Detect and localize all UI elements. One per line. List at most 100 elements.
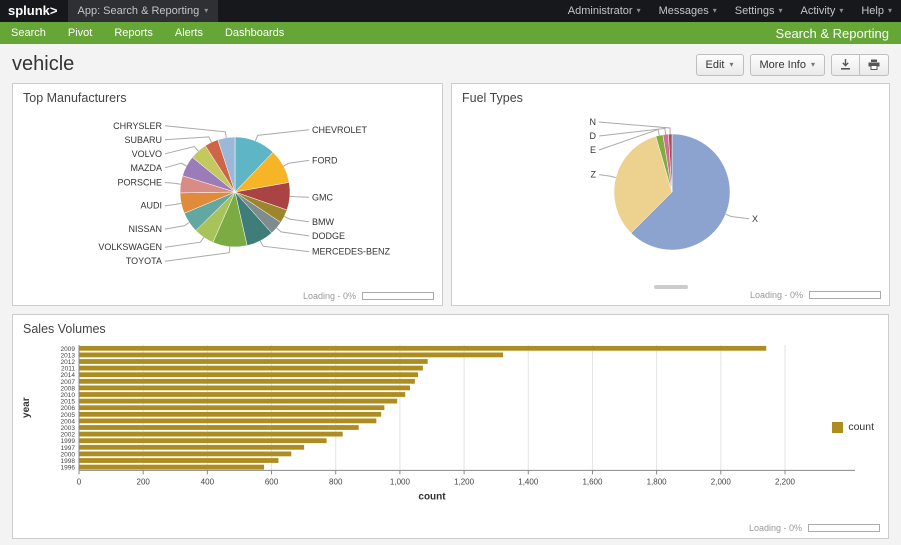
svg-text:GMC: GMC [312,192,333,202]
menu-help[interactable]: Help ▾ [852,0,901,22]
svg-text:2005: 2005 [61,412,76,419]
menu-administrator-label: Administrator [567,5,633,17]
dashboard-body: Top Manufacturers CHRYSLER SUBARU VOLVO MAZ… [0,83,901,545]
svg-text:2007: 2007 [61,379,76,386]
svg-text:year: year [21,397,32,418]
svg-text:E: E [590,145,596,155]
svg-text:FORD: FORD [312,155,338,165]
print-button[interactable] [859,53,889,76]
page-title: vehicle [12,53,75,75]
svg-text:N: N [590,117,597,127]
svg-text:2015: 2015 [61,399,76,406]
svg-text:2002: 2002 [61,432,76,439]
svg-text:VOLKSWAGEN: VOLKSWAGEN [98,242,162,252]
nav-dashboards[interactable]: Dashboards [224,27,285,39]
sales-volumes-bar-chart[interactable]: 0 200 400 600 800 1,000 1,200 1,400 1,600 1,800 2,… [13,337,888,523]
svg-text:2004: 2004 [61,418,76,425]
panel-top-manufacturers: Top Manufacturers CHRYSLER SUBARU VOLVO MAZ… [12,83,443,306]
export-button[interactable] [831,53,860,76]
svg-text:2,000: 2,000 [711,477,732,486]
menu-settings-label: Settings [734,5,775,17]
svg-text:DODGE: DODGE [312,231,345,241]
svg-text:2011: 2011 [61,366,75,373]
svg-text:Z: Z [591,170,597,180]
panel-title: Sales Volumes [23,322,106,336]
svg-text:2008: 2008 [61,385,76,392]
caret-down-icon: ▾ [778,6,783,15]
caret-down-icon: ▾ [729,59,734,69]
printer-icon [868,59,880,70]
more-info-button[interactable]: More Info ▾ [749,53,825,76]
svg-text:2014: 2014 [61,372,76,379]
app-nav-bar: Search Pivot Reports Alerts Dashboards S… [0,22,901,44]
loading-text: Loading - 0% [748,523,802,533]
scrollbar-thumb[interactable] [653,285,688,289]
topbar-menus: Administrator ▾ Messages ▾ Settings ▾ Ac… [559,0,901,22]
panel-sales-volumes: Sales Volumes 0 200 400 600 800 1,000 1,200 1,4… [12,314,889,539]
nav-pivot[interactable]: Pivot [67,27,93,39]
svg-text:CHEVROLET: CHEVROLET [312,125,368,135]
loading-progress-bar [362,292,434,300]
more-info-button-label: More Info [759,58,806,71]
edit-button[interactable]: Edit ▾ [695,53,744,76]
panel-row-1: Top Manufacturers CHRYSLER SUBARU VOLVO MAZ… [12,83,890,306]
panel-title: Top Manufacturers [23,91,127,105]
app-menu[interactable]: App: Search & Reporting ▾ [67,0,219,22]
menu-help-label: Help [861,5,884,17]
svg-text:400: 400 [201,477,215,486]
svg-text:2009: 2009 [61,346,76,353]
svg-text:PORSCHE: PORSCHE [117,177,162,187]
svg-text:X: X [752,214,758,224]
menu-messages[interactable]: Messages ▾ [650,0,726,22]
nav-alerts[interactable]: Alerts [174,27,203,39]
menu-settings[interactable]: Settings ▾ [726,0,792,22]
svg-text:2012: 2012 [61,359,76,366]
svg-text:1997: 1997 [61,445,76,452]
horizontal-scrollbar[interactable] [455,285,886,290]
nav-search[interactable]: Search [11,27,46,39]
svg-text:0: 0 [77,477,82,486]
caret-down-icon: ▾ [204,6,209,15]
caret-down-icon: ▾ [887,6,892,15]
menu-administrator[interactable]: Administrator ▾ [559,0,650,22]
loading-progress-bar [809,291,881,299]
app-title: Search & Reporting [775,25,889,41]
svg-text:2,200: 2,200 [775,477,796,486]
caret-down-icon: ▾ [839,6,844,15]
dashboard-actions: Edit ▾ More Info ▾ [695,53,889,76]
svg-text:TOYOTA: TOYOTA [126,256,162,266]
menu-activity[interactable]: Activity ▾ [792,0,853,22]
panel-footer: Loading - 0% [13,523,888,538]
edit-button-label: Edit [705,58,725,71]
top-app-bar: splunk> App: Search & Reporting ▾ Admini… [0,0,901,22]
svg-text:AUDI: AUDI [140,201,162,211]
svg-text:D: D [590,131,597,141]
svg-text:2000: 2000 [61,451,76,458]
svg-text:1,400: 1,400 [518,477,539,486]
svg-text:2010: 2010 [61,392,76,399]
splunk-logo[interactable]: splunk> [8,3,58,18]
svg-text:count: count [418,491,446,502]
loading-text: Loading - 0% [749,290,803,300]
svg-text:2006: 2006 [61,405,76,412]
loading-progress-bar [808,524,880,532]
svg-text:1,200: 1,200 [454,477,475,486]
loading-text: Loading - 0% [302,291,356,301]
svg-text:MAZDA: MAZDA [131,163,163,173]
svg-text:2003: 2003 [61,425,76,432]
svg-text:200: 200 [137,477,151,486]
svg-text:2013: 2013 [61,352,76,359]
panel-footer: Loading - 0% [452,290,889,305]
caret-down-icon: ▾ [712,6,717,15]
app-menu-label: App: Search & Reporting [77,5,200,17]
menu-activity-label: Activity [800,5,836,17]
svg-text:CHRYSLER: CHRYSLER [113,121,162,131]
nav-reports[interactable]: Reports [114,27,153,39]
svg-text:1,600: 1,600 [582,477,603,486]
export-print-group [831,53,889,76]
top-manufacturers-pie-chart[interactable]: CHRYSLER SUBARU VOLVO MAZDA PORSCHE AUDI NISSA… [13,106,442,291]
caret-down-icon: ▾ [810,59,815,69]
legend-label[interactable]: count [848,421,874,433]
svg-text:1998: 1998 [61,458,76,465]
